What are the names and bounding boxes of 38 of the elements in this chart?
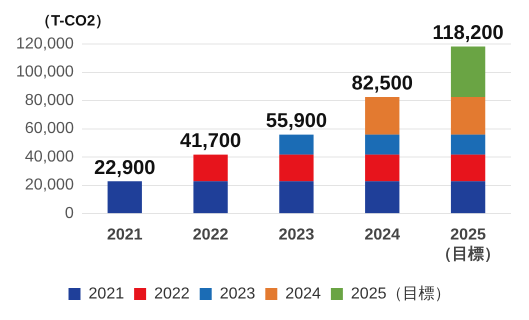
- y-tick-label: 20,000: [24, 176, 74, 194]
- legend-label: 2022: [154, 285, 190, 302]
- y-axis-title: （T-CO2）: [36, 12, 110, 30]
- y-tick-label: 100,000: [16, 64, 74, 81]
- y-tick-label: 120,000: [16, 35, 74, 52]
- bar: [365, 97, 400, 135]
- x-tick-label: 2024: [364, 226, 400, 244]
- x-tick-label: 2021: [106, 226, 143, 244]
- total-label: 41,700: [180, 130, 242, 152]
- y-tick-label: 80,000: [24, 92, 74, 109]
- bar: [193, 154, 228, 182]
- y-tick-label: 60,000: [24, 120, 74, 138]
- total-label: 22,900: [94, 156, 156, 179]
- bar: [450, 134, 486, 155]
- x-tick-label: 2025 （目標）: [436, 226, 500, 263]
- bar: [450, 46, 486, 97]
- bar: [365, 134, 400, 155]
- bar: [279, 181, 314, 214]
- bar: [365, 154, 400, 182]
- bar: [108, 181, 142, 214]
- legend-label: 2021: [88, 285, 124, 302]
- x-tick-label: 2023: [278, 226, 314, 244]
- bar: [279, 134, 314, 155]
- total-label: 55,900: [266, 110, 328, 132]
- legend-label: 2023: [220, 285, 256, 302]
- x-tick-label: 2022: [192, 226, 228, 244]
- legend-label: 2024: [285, 285, 321, 302]
- bar: [279, 154, 314, 182]
- bar: [365, 181, 400, 214]
- y-tick-label: 0: [64, 205, 74, 222]
- legend-label: 2025（目標）: [350, 284, 450, 302]
- y-tick-label: 40,000: [24, 148, 74, 166]
- bar: [450, 181, 486, 214]
- bar: [193, 181, 228, 214]
- total-label: 82,500: [352, 72, 413, 95]
- total-label: 118,200: [432, 22, 504, 44]
- bar: [450, 154, 486, 182]
- bar: [450, 97, 486, 135]
